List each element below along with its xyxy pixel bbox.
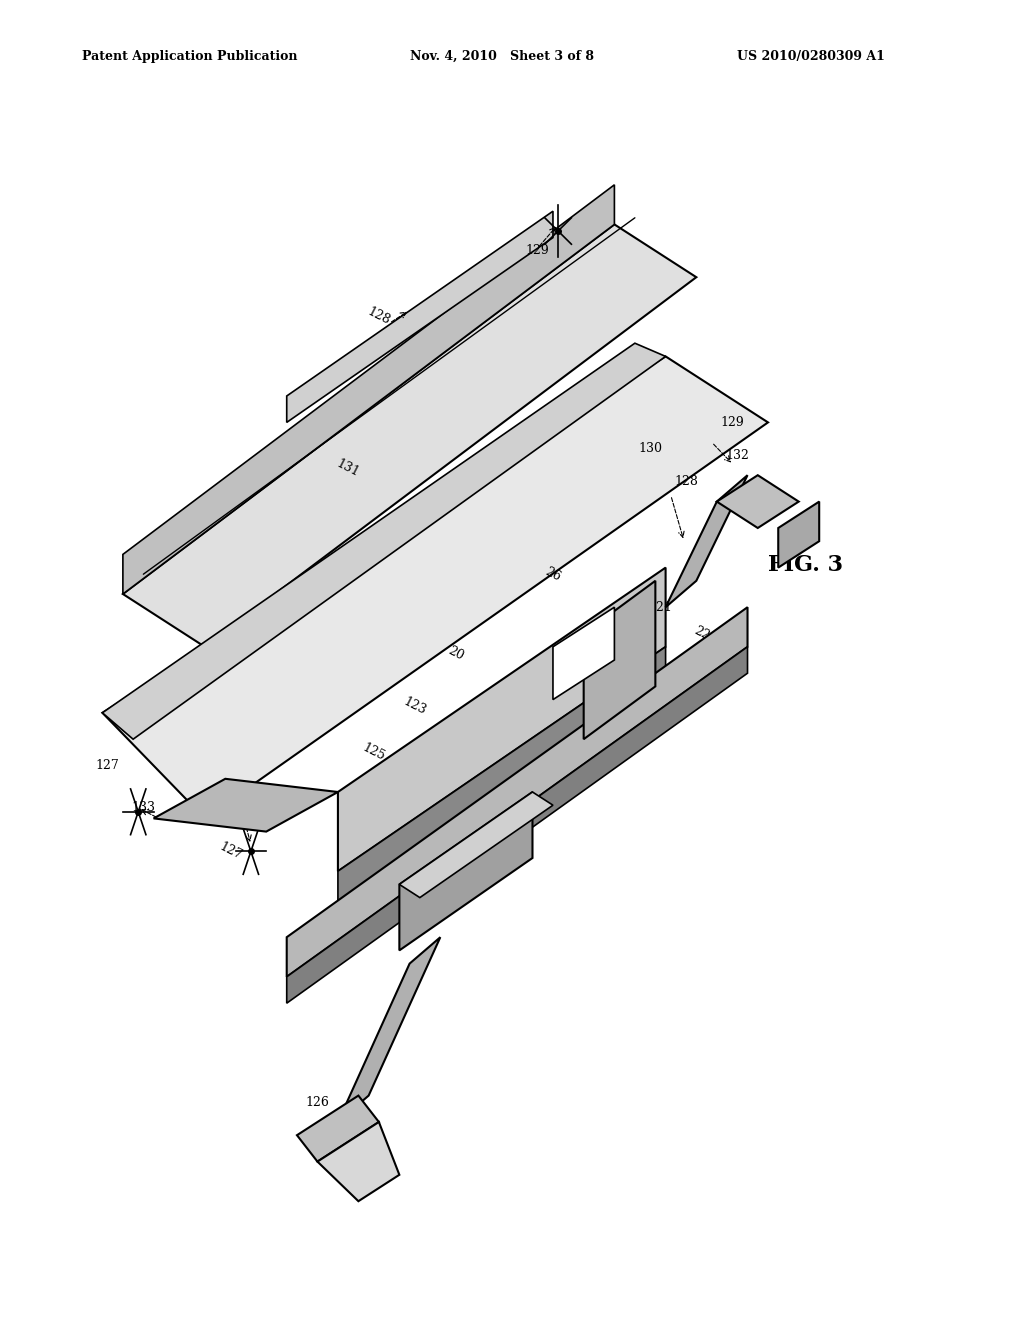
Text: FIG. 3: FIG. 3 [768,554,843,577]
Polygon shape [778,502,819,568]
Polygon shape [297,1096,379,1162]
Text: Nov. 4, 2010   Sheet 3 of 8: Nov. 4, 2010 Sheet 3 of 8 [410,50,594,63]
Text: 26: 26 [543,565,563,583]
Polygon shape [338,937,440,1122]
Text: 130: 130 [638,442,663,455]
Polygon shape [338,568,666,871]
Text: 127: 127 [217,841,244,862]
Text: 127: 127 [95,759,120,772]
Text: 123: 123 [401,696,428,717]
Polygon shape [420,818,512,924]
Polygon shape [553,607,614,700]
Polygon shape [717,475,799,528]
Text: 121: 121 [648,601,673,614]
Polygon shape [123,224,696,647]
Polygon shape [399,792,532,950]
Polygon shape [338,647,666,911]
Text: 133: 133 [131,801,156,814]
Polygon shape [102,343,666,739]
Polygon shape [666,475,748,607]
Polygon shape [420,818,532,898]
Text: 126: 126 [305,1096,330,1109]
Text: 129: 129 [720,416,744,429]
Text: 125: 125 [360,742,387,763]
Polygon shape [154,779,338,832]
Polygon shape [287,647,748,1003]
Text: 132: 132 [725,449,750,462]
Text: 128: 128 [674,475,698,488]
Text: 20: 20 [445,644,466,663]
Polygon shape [287,607,748,977]
Text: US 2010/0280309 A1: US 2010/0280309 A1 [737,50,885,63]
Polygon shape [102,356,768,818]
Text: 131: 131 [335,457,361,480]
Text: Patent Application Publication: Patent Application Publication [82,50,297,63]
Text: 129: 129 [525,244,550,257]
Polygon shape [584,581,655,739]
Polygon shape [287,211,553,422]
Polygon shape [123,185,614,594]
Polygon shape [399,792,553,898]
Polygon shape [317,1122,399,1201]
Text: 128: 128 [366,306,392,327]
Text: 22: 22 [691,624,712,643]
